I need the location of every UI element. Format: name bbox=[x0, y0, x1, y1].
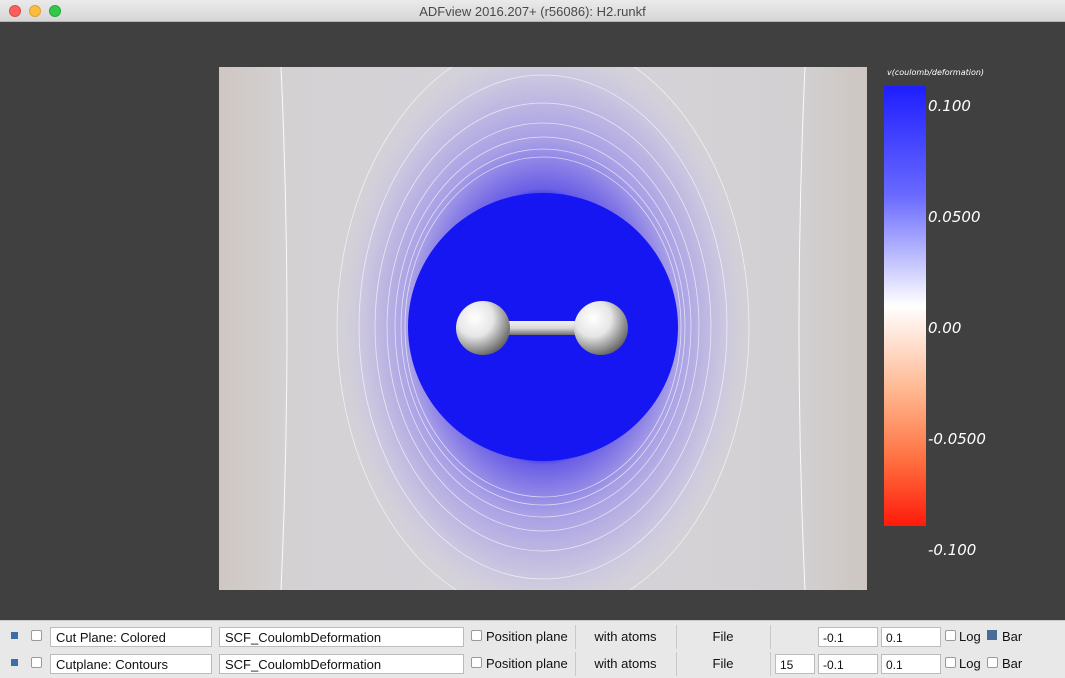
fields-panel: Cut Plane: Colored SCF_CoulombDeformatio… bbox=[0, 620, 1065, 678]
cut-plane-image bbox=[219, 67, 867, 590]
with-atoms-button[interactable]: with atoms bbox=[594, 629, 657, 644]
max-value-field[interactable]: 0.1 bbox=[881, 654, 941, 674]
with-atoms-button[interactable]: with atoms bbox=[594, 656, 657, 671]
field-row: Cut Plane: Colored SCF_CoulombDeformatio… bbox=[0, 625, 1065, 649]
field-row: Cutplane: Contours SCF_CoulombDeformatio… bbox=[0, 652, 1065, 676]
log-checkbox[interactable] bbox=[945, 657, 956, 668]
log-label: Log bbox=[959, 656, 981, 671]
field-name-field[interactable]: SCF_CoulombDeformation bbox=[219, 627, 464, 647]
row-name-field[interactable]: Cutplane: Contours bbox=[50, 654, 212, 674]
position-plane-label: Position plane bbox=[486, 629, 568, 644]
row-name-field[interactable]: Cut Plane: Colored bbox=[50, 627, 212, 647]
window-title: ADFview 2016.207+ (r56086): H2.runkf bbox=[419, 4, 646, 19]
field-name-field[interactable]: SCF_CoulombDeformation bbox=[219, 654, 464, 674]
position-plane-label: Position plane bbox=[486, 656, 568, 671]
h2-molecule[interactable] bbox=[456, 301, 628, 355]
visibility-checkbox[interactable] bbox=[31, 657, 42, 668]
zoom-window-button[interactable] bbox=[49, 5, 61, 17]
colorbar-label-half-min: -0.0500 bbox=[928, 430, 986, 448]
visibility-checkbox[interactable] bbox=[31, 630, 42, 641]
position-plane-checkbox[interactable] bbox=[471, 630, 482, 641]
log-checkbox[interactable] bbox=[945, 630, 956, 641]
title-bar: ADFview 2016.207+ (r56086): H2.runkf bbox=[0, 0, 1065, 22]
min-value-field[interactable]: -0.1 bbox=[818, 627, 878, 647]
bar-label: Bar bbox=[1002, 629, 1023, 644]
bar-label: Bar bbox=[1002, 656, 1023, 671]
contour-count-field[interactable]: 15 bbox=[775, 654, 815, 674]
file-button[interactable]: File bbox=[712, 629, 734, 644]
colorbar-label-max: 0.100 bbox=[928, 97, 971, 115]
bar-checkbox[interactable] bbox=[987, 657, 998, 668]
max-value-field[interactable]: 0.1 bbox=[881, 627, 941, 647]
row-selected-indicator[interactable] bbox=[11, 659, 18, 666]
cut-plane-view[interactable] bbox=[219, 67, 867, 590]
file-button[interactable]: File bbox=[712, 656, 734, 671]
colorbar-label-half-max: 0.0500 bbox=[928, 208, 981, 226]
colorbar-label-zero: 0.00 bbox=[928, 319, 962, 337]
row-selected-indicator[interactable] bbox=[11, 632, 18, 639]
close-window-button[interactable] bbox=[9, 5, 21, 17]
position-plane-checkbox[interactable] bbox=[471, 657, 482, 668]
bar-checkbox[interactable] bbox=[987, 630, 997, 640]
colorbar-label-min: -0.100 bbox=[928, 541, 977, 559]
colorbar bbox=[884, 86, 926, 526]
minimize-window-button[interactable] bbox=[29, 5, 41, 17]
log-label: Log bbox=[959, 629, 981, 644]
min-value-field[interactable]: -0.1 bbox=[818, 654, 878, 674]
colorbar-title: v(coulomb/deformation) bbox=[887, 68, 985, 77]
